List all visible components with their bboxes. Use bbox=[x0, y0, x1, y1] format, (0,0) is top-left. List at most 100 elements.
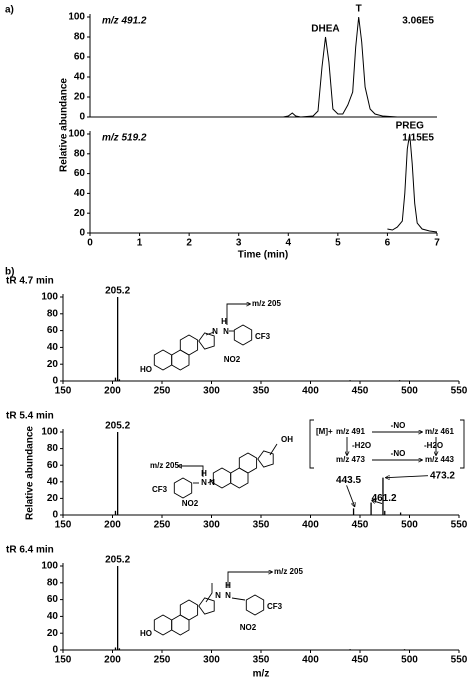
structure-label: CF3 bbox=[267, 602, 283, 611]
structure-label: NO2 bbox=[240, 623, 257, 632]
y-tick-label: 60 bbox=[74, 52, 86, 63]
scheme-label: [M]+ bbox=[316, 427, 333, 436]
structure-label: m/z 205 bbox=[252, 299, 281, 308]
peak-label: 205.2 bbox=[105, 555, 130, 566]
y-tick-label: 0 bbox=[52, 510, 58, 521]
x-tick-label: 300 bbox=[203, 386, 220, 397]
scheme-label: -H2O bbox=[352, 441, 371, 450]
structure-label: N bbox=[223, 327, 229, 336]
y-tick-label: 80 bbox=[47, 577, 59, 588]
ring-d bbox=[198, 332, 215, 350]
x-tick-label: 150 bbox=[55, 386, 72, 397]
peak-label: 205.2 bbox=[105, 286, 130, 297]
chart-title: m/z 491.2 bbox=[102, 16, 147, 27]
structure-label: N bbox=[225, 591, 231, 600]
structure-label: CF3 bbox=[255, 332, 271, 341]
x-tick-label: 550 bbox=[451, 520, 468, 531]
x-tick-label: 150 bbox=[55, 520, 72, 531]
structure-label: CF3 bbox=[152, 485, 168, 494]
x-tick-label: 4 bbox=[286, 238, 292, 249]
y-tick-label: 40 bbox=[47, 611, 59, 622]
chart-title: tR 6.4 min bbox=[6, 545, 54, 556]
peak-label: 461.2 bbox=[372, 493, 397, 504]
peak-annotation: PREG bbox=[396, 121, 425, 132]
y-tick-label: 0 bbox=[79, 112, 85, 123]
y-tick-label: 20 bbox=[47, 493, 59, 504]
ring-a bbox=[153, 349, 173, 371]
x-tick-label: 450 bbox=[352, 655, 369, 666]
y-tick-label: 0 bbox=[52, 645, 58, 656]
peak-label: 473.2 bbox=[430, 470, 455, 481]
bond bbox=[460, 419, 465, 469]
y-tick-label: 40 bbox=[47, 342, 59, 353]
y-axis-label: Relative abundance bbox=[25, 426, 36, 520]
x-tick-label: 550 bbox=[451, 655, 468, 666]
x-tick-label: 1 bbox=[137, 238, 143, 249]
peak-annotation: T bbox=[356, 4, 362, 15]
trace bbox=[90, 16, 437, 118]
aryl-ring bbox=[233, 324, 253, 346]
structure-label: m/z 205 bbox=[150, 461, 179, 470]
arrow bbox=[178, 466, 204, 477]
y-tick-label: 80 bbox=[74, 32, 86, 43]
x-tick-label: 2 bbox=[186, 238, 192, 249]
panel-label: a) bbox=[5, 5, 14, 16]
structure-label: NO2 bbox=[182, 499, 199, 508]
x-tick-label: 350 bbox=[253, 520, 270, 531]
arrow bbox=[227, 572, 272, 588]
aryl-ring bbox=[173, 477, 193, 499]
trace bbox=[387, 133, 438, 233]
peak-label: 205.2 bbox=[105, 421, 130, 432]
chart-title: tR 5.4 min bbox=[6, 411, 54, 422]
ring-d bbox=[198, 597, 215, 615]
chart-title: m/z 519.2 bbox=[102, 133, 147, 144]
x-tick-label: 7 bbox=[434, 238, 440, 249]
bond bbox=[309, 419, 314, 469]
y-tick-label: 80 bbox=[47, 308, 59, 319]
y-tick-label: 80 bbox=[47, 443, 59, 454]
structure-label: NO2 bbox=[224, 355, 241, 364]
structure-label: HO bbox=[140, 629, 152, 638]
ring-d bbox=[257, 450, 274, 468]
x-tick-label: 200 bbox=[104, 520, 121, 531]
y-tick-label: 60 bbox=[47, 460, 59, 471]
arrow bbox=[386, 475, 428, 478]
ring-c bbox=[179, 599, 199, 621]
arrow bbox=[372, 501, 383, 504]
bond bbox=[207, 479, 214, 484]
scheme-label: m/z 491 bbox=[336, 427, 365, 436]
y-tick-label: 80 bbox=[74, 148, 86, 159]
x-tick-label: 250 bbox=[154, 386, 171, 397]
x-tick-label: 400 bbox=[302, 386, 319, 397]
chart-title: tR 4.7 min bbox=[6, 276, 54, 287]
x-tick-label: 400 bbox=[302, 655, 319, 666]
max-intensity: 3.06E5 bbox=[402, 16, 434, 27]
ring-c bbox=[238, 452, 258, 474]
y-tick-label: 100 bbox=[68, 129, 85, 140]
x-tick-label: 200 bbox=[104, 655, 121, 666]
y-tick-label: 40 bbox=[74, 188, 86, 199]
x-tick-label: 3 bbox=[236, 238, 242, 249]
ring-c bbox=[179, 334, 199, 356]
ring-a bbox=[212, 467, 232, 489]
y-tick-label: 20 bbox=[74, 92, 86, 103]
peak-label: 443.5 bbox=[336, 475, 361, 486]
y-tick-label: 100 bbox=[41, 292, 58, 303]
scheme-label: m/z 443 bbox=[425, 455, 454, 464]
structure-label: N bbox=[215, 591, 221, 600]
x-tick-label: 450 bbox=[352, 386, 369, 397]
structure-label: N bbox=[201, 478, 207, 487]
structure-label: H bbox=[221, 317, 227, 326]
x-tick-label: 250 bbox=[154, 655, 171, 666]
x-tick-label: 500 bbox=[401, 386, 418, 397]
y-tick-label: 60 bbox=[74, 168, 86, 179]
x-tick-label: 5 bbox=[335, 238, 341, 249]
structure-label: H bbox=[201, 469, 207, 478]
bond bbox=[205, 331, 215, 336]
aryl-ring bbox=[245, 594, 265, 616]
y-tick-label: 20 bbox=[47, 359, 59, 370]
y-tick-label: 40 bbox=[47, 476, 59, 487]
structure-label: OH bbox=[281, 435, 293, 444]
